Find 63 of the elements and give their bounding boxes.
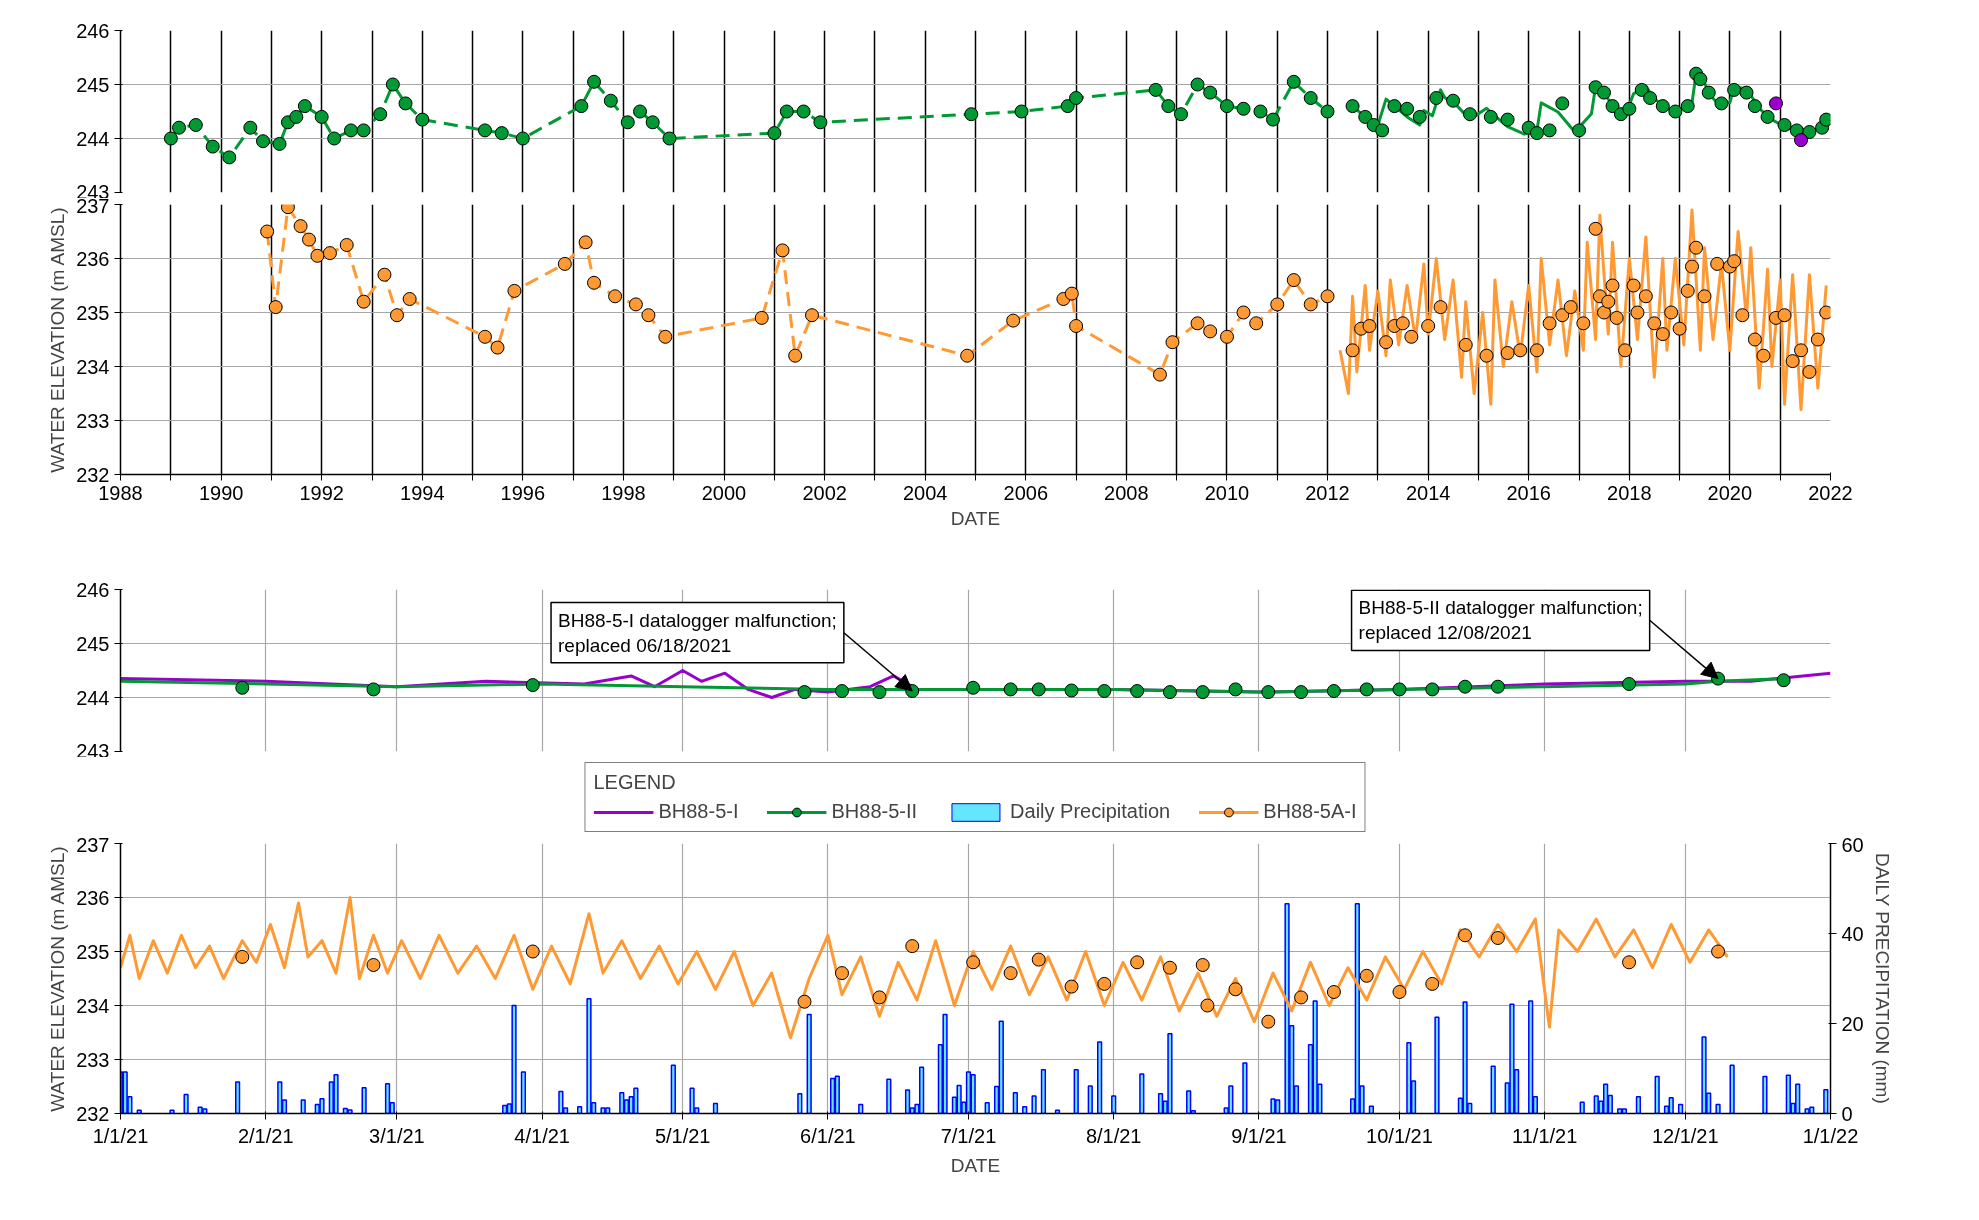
x-tick-label: 6/1/21 — [800, 1124, 856, 1147]
y-tick-label: 243 — [76, 739, 110, 762]
y-tick-label: 233 — [76, 409, 110, 432]
y2-axis-title: DAILY PRECIPITATION (mm) — [1871, 852, 1893, 1104]
x-tick-label: 1/1/22 — [1802, 1124, 1859, 1147]
x-tick-label: 1990 — [198, 481, 244, 504]
x-tick-label: 2010 — [1204, 481, 1250, 504]
x-tick-label: 2018 — [1607, 481, 1652, 504]
y-tick-label: 236 — [76, 247, 110, 270]
x-tick-label: 1994 — [400, 481, 445, 504]
legend-label: BH88-5-I — [658, 800, 739, 823]
legend-label: BH88-5-II — [831, 800, 918, 823]
annotation: BH88-5-I datalogger malfunction; replaced 06/18/2021 — [558, 609, 837, 656]
y2-tick-label: 0 — [1841, 1102, 1853, 1125]
x-tick-label: 9/1/21 — [1231, 1124, 1287, 1147]
y2-tick-label: 40 — [1841, 922, 1864, 945]
x-tick-label: 2020 — [1707, 481, 1753, 504]
y-tick-label: 246 — [76, 578, 110, 601]
y-tick-label: 245 — [76, 73, 110, 96]
x-tick-label: 1998 — [601, 481, 646, 504]
x-tick-label: 2/1/21 — [237, 1124, 294, 1147]
y-tick-label: 246 — [76, 19, 110, 42]
x-tick-label: 1992 — [299, 481, 344, 504]
y2-tick-label: 20 — [1841, 1012, 1864, 1035]
y-tick-label: 244 — [76, 127, 110, 150]
x-tick-label: 2012 — [1305, 481, 1350, 504]
x-tick-label: 3/1/21 — [369, 1124, 425, 1147]
x-tick-label: 2016 — [1506, 481, 1551, 504]
legend-title: LEGEND — [593, 771, 677, 794]
x-tick-label: 2004 — [902, 481, 948, 504]
x-tick-label: 8/1/21 — [1085, 1124, 1142, 1147]
y-axis-title: WATER ELEVATION (m AMSL) — [47, 846, 69, 1112]
x-tick-label: 5/1/21 — [654, 1124, 711, 1147]
annotation: BH88-5-II datalogger malfunction; replaced 12/08/2021 — [1358, 597, 1643, 644]
x-tick-label: 12/1/21 — [1651, 1124, 1719, 1147]
y2-tick-label: 60 — [1841, 833, 1864, 856]
y-tick-label: 235 — [76, 301, 110, 324]
legend-label: Daily Precipitation — [1010, 800, 1171, 823]
x-tick-label: 11/1/21 — [1512, 1124, 1578, 1147]
y-tick-label: 244 — [76, 686, 110, 709]
x-tick-label: 1/1/21 — [92, 1124, 149, 1147]
y-tick-label: 236 — [76, 886, 110, 909]
x-tick-label: 2000 — [701, 481, 747, 504]
x-tick-label: 10/1/21 — [1366, 1124, 1433, 1147]
y-tick-label: 233 — [76, 1048, 110, 1071]
y-tick-label: 234 — [76, 355, 110, 378]
x-tick-label: 7/1/21 — [940, 1124, 997, 1147]
x-tick-label: 2008 — [1104, 481, 1149, 504]
x-axis-title: DATE — [950, 507, 1001, 529]
y-tick-label: 234 — [76, 994, 110, 1017]
x-tick-label: 4/1/21 — [514, 1124, 570, 1147]
legend-label: BH88-5A-I — [1263, 800, 1357, 823]
x-axis-title: DATE — [950, 1154, 1001, 1176]
x-tick-label: 1996 — [500, 481, 546, 504]
x-tick-label: 2006 — [1003, 481, 1049, 504]
y-axis-title: WATER ELEVATION (m AMSL) — [47, 207, 69, 473]
x-tick-label: 2014 — [1405, 481, 1451, 504]
y-tick-label: 232 — [76, 1102, 110, 1125]
y-tick-label: 237 — [76, 833, 110, 856]
x-tick-label: 2022 — [1808, 481, 1853, 504]
y-tick-label: 245 — [76, 632, 110, 655]
x-tick-label: 2002 — [802, 481, 847, 504]
y-tick-label: 235 — [76, 940, 110, 963]
